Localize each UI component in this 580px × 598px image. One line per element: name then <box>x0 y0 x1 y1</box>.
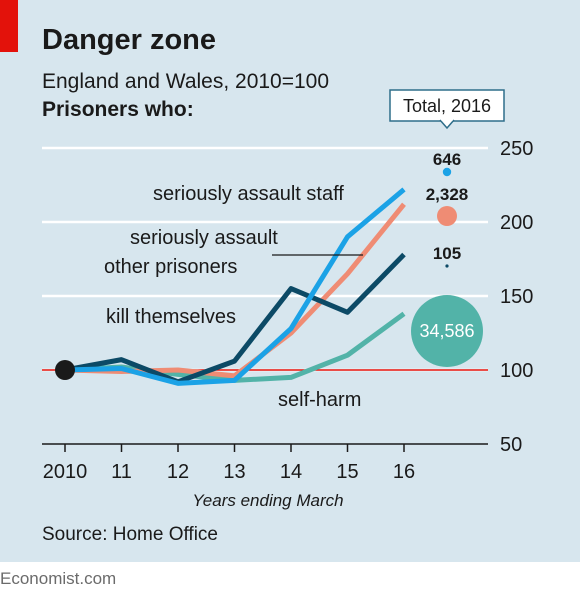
series-line <box>64 202 406 379</box>
brand-tag <box>0 0 18 52</box>
y-axis: 50 100 150 200 250 <box>500 138 533 456</box>
series-label-self-harm: self-harm <box>278 389 361 411</box>
x-tick-label: 12 <box>167 461 189 483</box>
series-line <box>64 252 406 385</box>
brand-name: Economist.com <box>0 569 117 588</box>
x-tick-label: 15 <box>336 461 358 483</box>
series-line <box>64 187 406 386</box>
y-tick-label: 150 <box>500 286 533 308</box>
chart-subtitle-secondary: Prisoners who: <box>42 98 194 121</box>
x-axis: 2010 11 12 13 14 15 16 <box>42 443 488 483</box>
x-tick-label: 13 <box>223 461 245 483</box>
x-tick-label: 2010 <box>43 461 88 483</box>
series-lines <box>55 187 406 386</box>
series-label-assault-prisoners-line1: seriously assault <box>130 227 278 249</box>
chart-subtitle: England and Wales, 2010=100 <box>42 70 330 93</box>
totals-box <box>389 89 505 122</box>
x-tick-label: 14 <box>280 461 302 483</box>
x-axis-label: Years ending March <box>192 491 343 510</box>
total-value-assault-staff: 646 <box>433 150 461 169</box>
x-tick-label: 11 <box>111 461 132 483</box>
y-tick-label: 200 <box>500 212 533 234</box>
totals-label: Total, 2016 <box>403 96 491 116</box>
totals-box-pointer <box>439 119 455 130</box>
total-bubble-self-harm <box>411 295 483 367</box>
y-tick-label: 250 <box>500 138 533 160</box>
x-tick-label: 16 <box>393 461 415 483</box>
total-value-assault-prisoners: 2,328 <box>426 185 469 204</box>
chart-title: Danger zone <box>42 24 217 56</box>
series-label-assault-staff: seriously assault staff <box>153 183 344 205</box>
total-value-self-harm: 34,586 <box>419 321 474 341</box>
y-tick-label: 100 <box>500 360 533 382</box>
total-value-kill-themselves: 105 <box>433 244 461 263</box>
total-bubble-assault-staff <box>442 167 452 177</box>
total-bubble-assault-prisoners <box>437 206 457 226</box>
source-note: Source: Home Office <box>42 524 219 545</box>
line-chart: 50 100 150 200 250 2010 11 12 13 14 15 16 Years en… <box>42 89 533 510</box>
series-label-kill-themselves: kill themselves <box>106 306 236 328</box>
series-label-assault-prisoners-line2: other prisoners <box>104 256 237 278</box>
total-bubble-kill-themselves <box>445 264 449 268</box>
totals-box-pointer-mask <box>441 118 453 121</box>
base-point <box>55 360 75 380</box>
y-tick-label: 50 <box>500 434 522 456</box>
